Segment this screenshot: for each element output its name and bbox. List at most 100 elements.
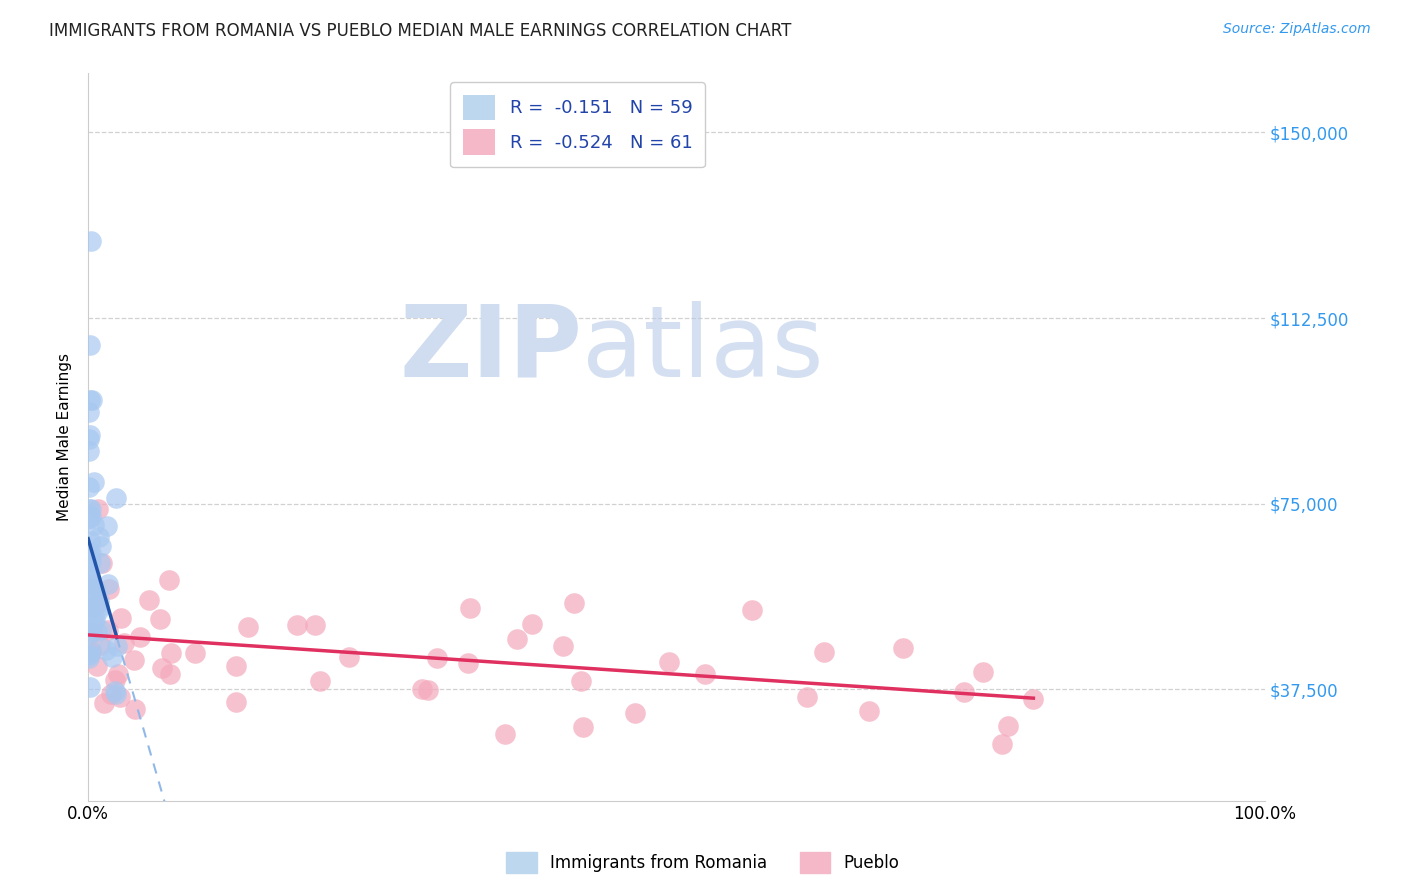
Point bbox=[87, 597, 110, 611]
Point bbox=[1022, 691, 1045, 706]
Point bbox=[159, 666, 181, 681]
Point bbox=[77, 479, 100, 493]
Y-axis label: Median Male Earnings: Median Male Earnings bbox=[58, 353, 72, 521]
Point bbox=[79, 533, 101, 548]
Point bbox=[82, 393, 104, 408]
Point bbox=[77, 623, 100, 637]
Point bbox=[77, 599, 100, 613]
Point bbox=[150, 661, 173, 675]
Point bbox=[997, 719, 1019, 733]
Text: atlas: atlas bbox=[582, 301, 824, 398]
Point bbox=[84, 612, 107, 626]
Point bbox=[77, 510, 100, 524]
Point bbox=[83, 517, 105, 532]
Point bbox=[562, 596, 585, 610]
Point bbox=[86, 658, 108, 673]
Point bbox=[149, 612, 172, 626]
Legend: R =  -0.151   N = 59, R =  -0.524   N = 61: R = -0.151 N = 59, R = -0.524 N = 61 bbox=[450, 82, 704, 168]
Point bbox=[89, 539, 111, 553]
Point bbox=[77, 444, 100, 458]
Point bbox=[96, 519, 118, 533]
Point bbox=[89, 638, 111, 652]
Point bbox=[87, 594, 110, 608]
Point bbox=[416, 683, 439, 698]
Point bbox=[107, 666, 129, 681]
Point bbox=[80, 624, 103, 639]
Point bbox=[87, 530, 110, 544]
Point bbox=[457, 657, 479, 671]
Point bbox=[77, 627, 100, 641]
Point bbox=[82, 582, 104, 597]
Point bbox=[129, 631, 152, 645]
Point bbox=[79, 432, 101, 446]
Point bbox=[97, 577, 120, 591]
Point bbox=[184, 646, 207, 660]
Point bbox=[77, 648, 100, 663]
Point bbox=[138, 592, 160, 607]
Text: Source: ZipAtlas.com: Source: ZipAtlas.com bbox=[1223, 22, 1371, 37]
Point bbox=[79, 338, 101, 352]
Point bbox=[569, 674, 592, 689]
Point bbox=[572, 720, 595, 734]
Point bbox=[97, 582, 120, 596]
Text: IMMIGRANTS FROM ROMANIA VS PUEBLO MEDIAN MALE EARNINGS CORRELATION CHART: IMMIGRANTS FROM ROMANIA VS PUEBLO MEDIAN… bbox=[49, 22, 792, 40]
Point bbox=[110, 611, 132, 625]
Point bbox=[96, 623, 118, 637]
Point bbox=[93, 696, 115, 710]
Point bbox=[796, 690, 818, 705]
Point bbox=[80, 645, 103, 659]
Point bbox=[285, 617, 308, 632]
Point bbox=[522, 617, 544, 632]
Point bbox=[79, 554, 101, 568]
Point bbox=[658, 655, 681, 669]
Point bbox=[86, 625, 108, 640]
Point bbox=[304, 618, 326, 632]
Point bbox=[84, 587, 107, 601]
Point bbox=[77, 405, 100, 419]
Point bbox=[77, 511, 100, 525]
Point bbox=[80, 509, 103, 524]
Point bbox=[813, 645, 835, 659]
Point bbox=[87, 600, 110, 615]
Point bbox=[741, 603, 763, 617]
Point bbox=[82, 614, 104, 628]
Point bbox=[90, 623, 112, 637]
Point bbox=[83, 475, 105, 490]
Point bbox=[79, 680, 101, 694]
Point bbox=[411, 681, 433, 696]
Point bbox=[309, 674, 332, 689]
Point bbox=[80, 546, 103, 560]
Point bbox=[83, 599, 105, 614]
Legend: Immigrants from Romania, Pueblo: Immigrants from Romania, Pueblo bbox=[501, 846, 905, 880]
Point bbox=[77, 501, 100, 516]
Point bbox=[80, 599, 103, 614]
Point bbox=[79, 392, 101, 407]
Point bbox=[159, 647, 181, 661]
Point bbox=[83, 615, 105, 630]
Point bbox=[101, 650, 124, 665]
Point bbox=[104, 491, 127, 505]
Point bbox=[122, 653, 145, 667]
Point bbox=[891, 640, 914, 655]
Point bbox=[104, 684, 127, 698]
Point bbox=[80, 554, 103, 568]
Point bbox=[77, 601, 100, 615]
Point bbox=[89, 556, 111, 570]
Point bbox=[972, 665, 994, 679]
Point bbox=[100, 687, 122, 701]
Point bbox=[77, 607, 100, 622]
Point bbox=[104, 673, 127, 688]
Point bbox=[91, 556, 114, 570]
Point bbox=[157, 573, 180, 587]
Point bbox=[79, 428, 101, 442]
Point bbox=[225, 695, 247, 709]
Point bbox=[84, 582, 107, 596]
Point bbox=[87, 604, 110, 618]
Point bbox=[553, 640, 575, 654]
Point bbox=[105, 687, 128, 701]
Point bbox=[624, 706, 647, 720]
Point bbox=[858, 704, 880, 718]
Point bbox=[693, 667, 716, 681]
Point bbox=[79, 582, 101, 596]
Point bbox=[96, 643, 118, 657]
